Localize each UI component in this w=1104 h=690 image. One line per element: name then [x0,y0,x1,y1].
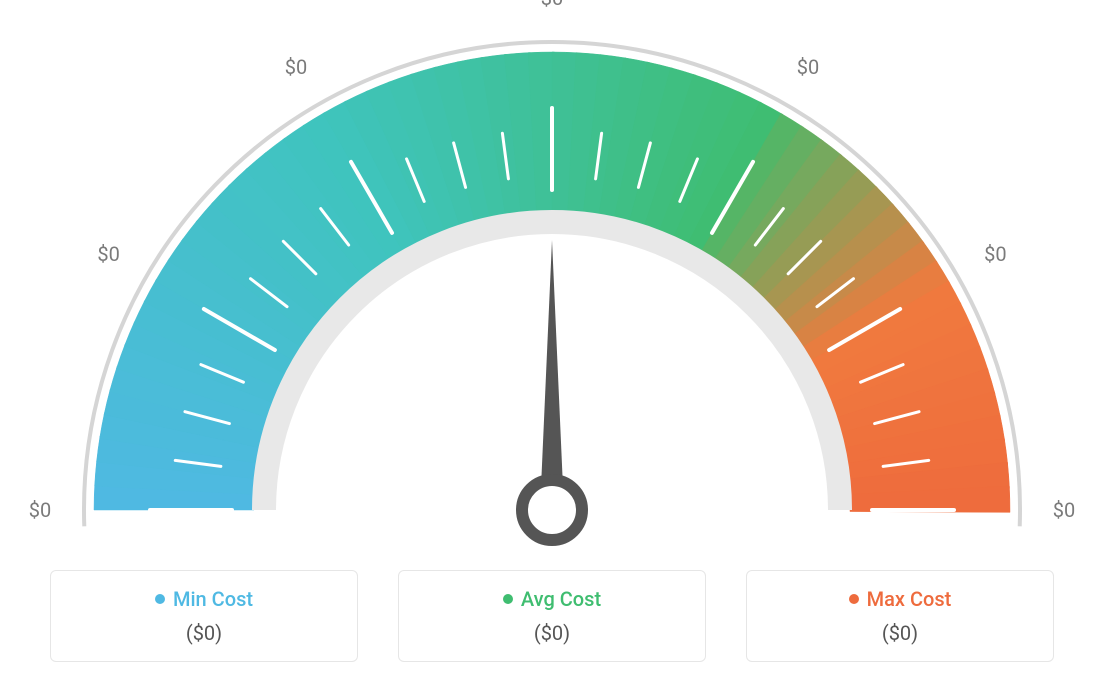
gauge-tick-label: $0 [29,498,51,522]
legend-card-max: Max Cost ($0) [746,570,1054,662]
gauge-tick-label: $0 [984,242,1006,266]
legend-label-min: Min Cost [173,587,253,611]
cost-gauge-container: $0 $0 $0 $0 $0 $0 $0 Min Cost ($0) Avg Cost ($… [0,0,1104,690]
gauge-tick-label: $0 [1053,498,1075,522]
legend-row: Min Cost ($0) Avg Cost ($0) Max Cost ($0… [0,570,1104,662]
legend-dot-min [155,594,165,604]
legend-dot-max [849,594,859,604]
legend-card-min: Min Cost ($0) [50,570,358,662]
legend-title-min: Min Cost [155,587,253,611]
legend-value-min: ($0) [71,621,337,645]
gauge-tick-label: $0 [97,242,119,266]
legend-card-avg: Avg Cost ($0) [398,570,706,662]
gauge-tick-label: $0 [797,55,819,79]
legend-dot-avg [503,594,513,604]
gauge-area: $0 $0 $0 $0 $0 $0 $0 [0,0,1104,560]
gauge-tick-label: $0 [541,0,563,10]
legend-title-avg: Avg Cost [503,587,601,611]
legend-label-avg: Avg Cost [521,587,601,611]
legend-value-max: ($0) [767,621,1033,645]
legend-value-avg: ($0) [419,621,685,645]
gauge-tick-label: $0 [285,55,307,79]
legend-title-max: Max Cost [849,587,952,611]
legend-label-max: Max Cost [867,587,952,611]
gauge-svg [0,0,1104,560]
